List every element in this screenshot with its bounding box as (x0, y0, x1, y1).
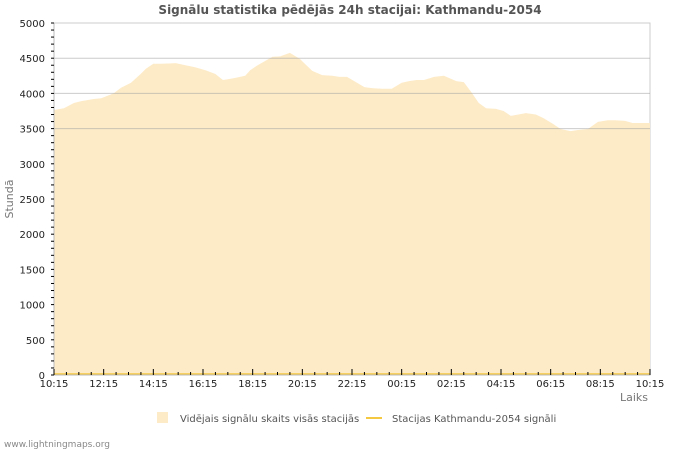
x-tick-label: 22:15 (338, 379, 367, 390)
legend-label-station: Stacijas Kathmandu-2054 signāli (392, 414, 556, 425)
x-tick-label: 10:15 (40, 379, 69, 390)
y-tick-label: 2500 (20, 195, 45, 206)
x-tick-label: 06:15 (536, 379, 565, 390)
legend-item-average[interactable]: Vidējais signālu skaits visās stacijās (157, 412, 359, 425)
y-tick-label: 5000 (20, 19, 45, 30)
x-tick-label: 04:15 (487, 379, 516, 390)
y-axis: 0 500 1000 1500 2000 2500 3000 3500 4000 4500 5000 (20, 19, 55, 382)
y-tick-label: 4000 (20, 89, 45, 100)
y-tick-label: 3500 (20, 125, 45, 136)
y-tick-label: 0 (39, 371, 45, 382)
y-tick-label: 1500 (20, 265, 45, 276)
chart-title: Signālu statistika pēdējās 24h stacijai:… (158, 3, 541, 17)
x-tick-label: 00:15 (387, 379, 416, 390)
legend-item-station[interactable]: Stacijas Kathmandu-2054 signāli (366, 414, 556, 425)
average-signals-area (54, 52, 650, 376)
area-fill (54, 52, 650, 376)
x-tick-label: 02:15 (437, 379, 466, 390)
y-tick-label: 4500 (20, 54, 45, 65)
y-tick-label: 500 (26, 336, 45, 347)
x-axis: 10:15 12:15 14:15 16:15 18:15 20:15 22:15 00:15… (40, 369, 665, 390)
x-tick-label: 12:15 (89, 379, 118, 390)
legend-label-average: Vidējais signālu skaits visās stacijās (180, 414, 359, 425)
x-tick-label: 10:15 (636, 379, 665, 390)
x-axis-title: Laiks (620, 391, 648, 404)
y-tick-label: 1000 (20, 301, 45, 312)
legend: Vidējais signālu skaits visās stacijās S… (157, 412, 556, 425)
grid-lines (54, 57, 650, 130)
x-tick-label: 18:15 (238, 379, 267, 390)
x-tick-label: 08:15 (586, 379, 615, 390)
x-tick-label: 20:15 (288, 379, 317, 390)
legend-area-swatch-icon (157, 412, 168, 423)
y-tick-label: 2000 (20, 230, 45, 241)
y-tick-label: 3000 (20, 160, 45, 171)
x-tick-label: 14:15 (139, 379, 168, 390)
y-axis-title: Stundā (3, 180, 16, 219)
x-tick-label: 16:15 (189, 379, 218, 390)
footer-site-link[interactable]: www.lightningmaps.org (4, 440, 110, 450)
